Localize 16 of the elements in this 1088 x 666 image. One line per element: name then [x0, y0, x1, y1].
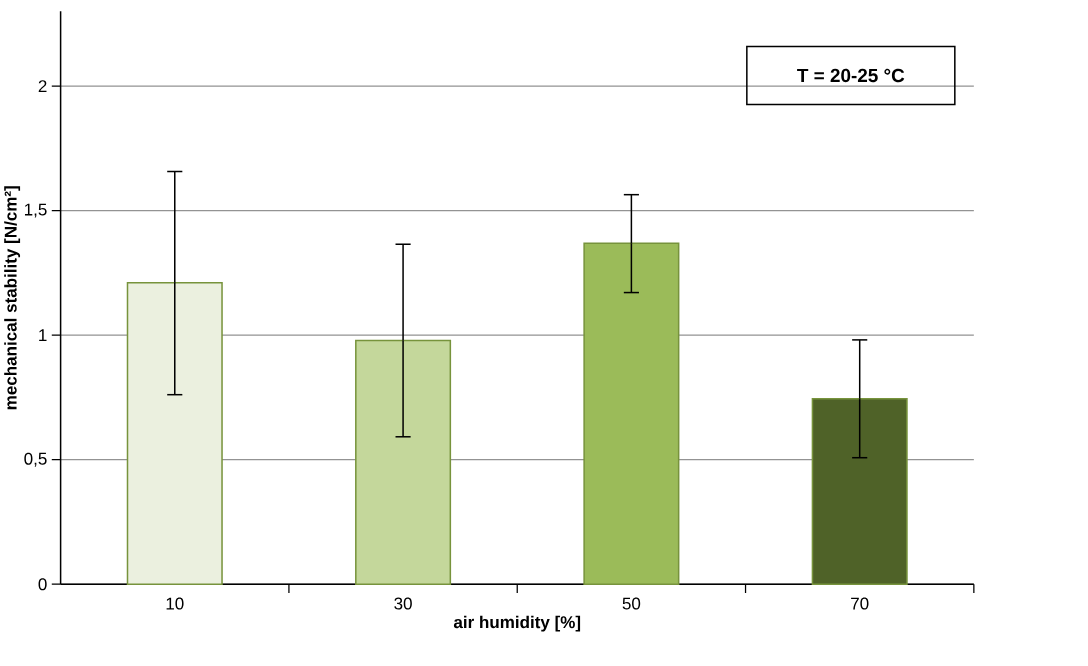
y-tick-label: 0,5 — [24, 452, 47, 467]
bar — [811, 398, 908, 586]
bar — [583, 242, 680, 586]
x-tick-label: 50 — [622, 597, 641, 610]
y-axis-title: mechanical stability [N/cm²] — [4, 186, 21, 410]
x-tick-label: 10 — [166, 597, 184, 610]
y-tick-label: 0 — [38, 578, 47, 591]
x-axis-title: air humidity [%] — [453, 615, 581, 632]
bar — [126, 282, 223, 586]
y-tick-label: 1 — [39, 329, 47, 342]
y-tick-label: 2 — [38, 80, 47, 93]
bar — [355, 339, 452, 586]
y-tick-label: 1,5 — [24, 203, 47, 218]
x-tick-label: 30 — [394, 597, 412, 610]
annotation: T = 20-25 °C — [797, 68, 905, 83]
x-tick-label: 70 — [851, 597, 869, 610]
